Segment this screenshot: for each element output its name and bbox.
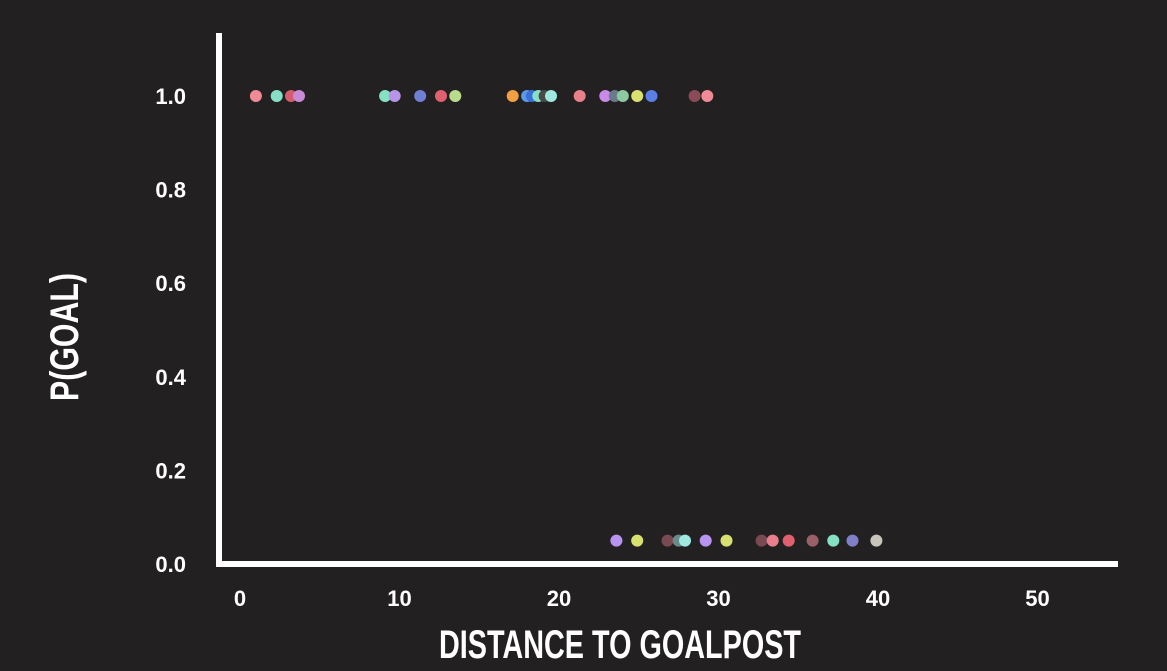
- x-tick-label: 40: [866, 586, 890, 611]
- data-points: [249, 90, 883, 547]
- x-axis-title: DISTANCE TO GOALPOST: [439, 623, 801, 667]
- y-tick-label: 0.8: [155, 178, 186, 203]
- x-tick-labels: 0 10 20 30 40 50: [234, 586, 1050, 611]
- data-point-29: [699, 534, 712, 547]
- data-point-35: [827, 534, 840, 547]
- data-point-1: [249, 90, 262, 102]
- x-tick-label: 50: [1025, 586, 1049, 611]
- data-point-22: [688, 90, 701, 102]
- data-point-26: [661, 534, 674, 547]
- x-tick-label: 30: [706, 586, 730, 611]
- y-axis-title: P(GOAL): [43, 273, 87, 401]
- data-point-32: [766, 534, 779, 547]
- data-point-2: [270, 90, 283, 102]
- data-point-10: [506, 90, 519, 102]
- data-point-36: [846, 534, 859, 547]
- data-point-28: [679, 534, 691, 547]
- x-tick-label: 10: [387, 586, 411, 611]
- data-point-8: [435, 90, 447, 102]
- y-tick-label: 1.0: [155, 84, 186, 109]
- data-point-5: [379, 90, 392, 102]
- x-tick-label: 0: [234, 586, 246, 611]
- data-point-37: [870, 534, 883, 547]
- y-tick-labels: 0.0 0.2 0.4 0.6 0.8 1.0: [155, 84, 186, 577]
- x-tick-label: 20: [547, 586, 571, 611]
- y-tick-label: 0.2: [155, 458, 186, 483]
- data-point-15: [545, 90, 557, 102]
- data-point-9: [449, 90, 462, 102]
- data-point-33: [782, 534, 795, 547]
- data-point-4: [293, 90, 305, 102]
- data-point-31: [755, 534, 768, 547]
- data-point-17: [599, 90, 612, 102]
- data-point-20: [631, 90, 644, 102]
- data-point-19: [616, 90, 629, 102]
- data-point-21: [645, 90, 658, 102]
- data-point-34: [806, 534, 819, 547]
- data-point-7: [414, 90, 427, 102]
- data-point-6: [388, 90, 401, 102]
- data-point-16: [573, 90, 586, 102]
- data-point-23: [701, 90, 714, 102]
- y-tick-label: 0.6: [155, 271, 186, 296]
- y-tick-label: 0.0: [155, 552, 186, 577]
- data-point-25: [631, 534, 644, 547]
- y-tick-label: 0.4: [155, 365, 186, 390]
- data-point-30: [720, 534, 733, 547]
- data-point-24: [610, 534, 623, 547]
